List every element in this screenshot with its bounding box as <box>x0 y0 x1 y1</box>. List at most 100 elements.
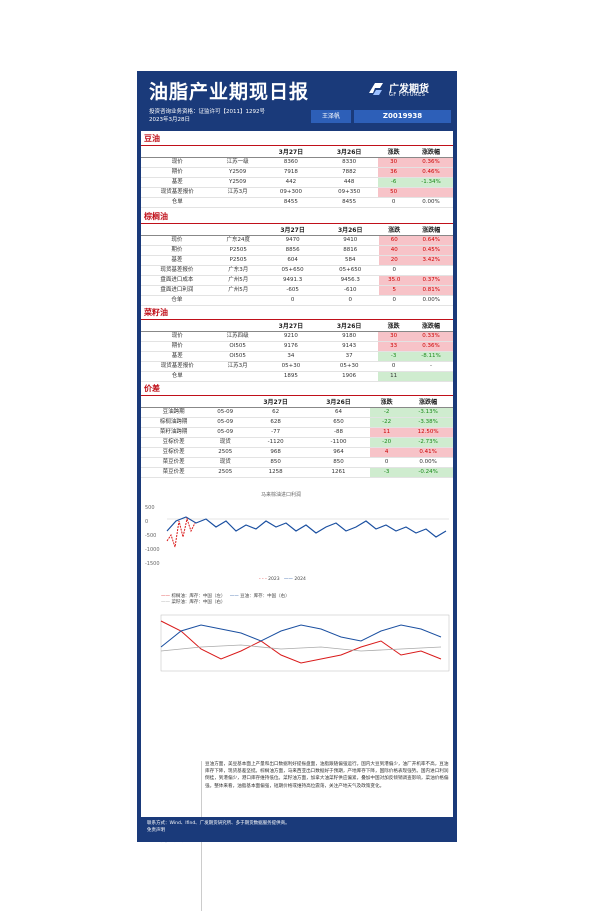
table-cell: 0 <box>369 457 404 468</box>
table-cell: 菜籽油跨期 <box>141 427 207 438</box>
table-cell: 30 <box>378 157 410 168</box>
section-title: 价差 <box>141 383 453 396</box>
y-tick: -1500 <box>145 561 160 567</box>
table-cell: 37 <box>320 351 379 362</box>
table-cell: -20 <box>369 437 404 448</box>
table-cell: 基差 <box>141 351 214 362</box>
table-cell: 期价 <box>141 167 214 178</box>
table-cell: 0.81% <box>409 285 453 296</box>
table-cell: 7918 <box>261 167 321 178</box>
table-cell: 650 <box>307 417 370 428</box>
table-cell: 0.36% <box>409 341 453 352</box>
analyst-id: Z0019938 <box>354 110 451 123</box>
table-row: 菜豆价差 现货 850 850 0 0.00% <box>141 457 453 468</box>
column-header: 3月27日 <box>244 396 308 408</box>
table-cell: 基差 <box>141 255 213 266</box>
table-row: 豆棕价差 2505 968 964 4 0.41% <box>141 447 453 458</box>
table-cell: 40 <box>379 245 410 256</box>
table-cell: 仓单 <box>141 197 214 208</box>
chart1-title: 马来棕油进口利润 <box>261 492 302 498</box>
table-cell: 7882 <box>320 167 379 178</box>
table-cell: 8455 <box>261 197 321 208</box>
table-cell: 0.37% <box>409 275 453 286</box>
table-cell: 20 <box>379 255 410 266</box>
column-header <box>141 224 213 236</box>
table-cell: P2505 <box>212 245 264 256</box>
table-cell: 0.64% <box>409 235 453 246</box>
table-cell: 2505 <box>206 467 245 478</box>
table-cell: 64 <box>307 407 370 418</box>
section-title: 棕榈油 <box>141 211 453 224</box>
outlook-text: 豆油方面，美豆基本面上产量和出口数据利好提振盘面，油脂跟随偏强运行。国内大豆到港… <box>205 762 449 789</box>
table-cell: 江苏3月 <box>213 361 262 372</box>
soy-table: 3月27日 3月26日 涨跌 涨跌幅 现价 江苏一级 8360 8330 30 0.36% 期价 Y2… <box>141 146 453 208</box>
column-header: 3月27日 <box>263 224 322 236</box>
legend-item: 2023 <box>268 577 280 582</box>
table-row: 现价 广东24度 9470 9410 60 0.64% <box>141 235 453 246</box>
table-cell: -2.73% <box>403 437 453 448</box>
table-cell <box>212 295 264 306</box>
table-cell: 棕榈油跨期 <box>141 417 207 428</box>
inventory-chart <box>160 614 450 672</box>
table-cell: OI505 <box>213 341 262 352</box>
table-cell: 广州5月 <box>212 275 264 286</box>
report-header: 油脂产业期现日报 广发期货 GF FUTURES 投资咨询业务资格：证监许可【2… <box>141 71 453 131</box>
table-cell: 0.46% <box>409 167 453 178</box>
column-header: 涨跌幅 <box>409 146 453 158</box>
table-cell: 34 <box>261 351 321 362</box>
column-header <box>212 224 264 236</box>
license-text: 投资咨询业务资格：证监许可【2011】1292号 <box>149 109 265 115</box>
table-cell <box>409 187 453 198</box>
table-cell: 9180 <box>320 331 379 342</box>
table-cell: 448 <box>320 177 379 188</box>
report-footer: 联系方式：Wind、Ifind、广发期货研究所、多于期货数据服务提供商。 免责声… <box>141 817 453 842</box>
table-cell: 33 <box>378 341 410 352</box>
table-cell: 0 <box>321 295 380 306</box>
y-tick: 500 <box>145 505 155 511</box>
table-cell: 仓单 <box>141 295 213 306</box>
table-cell: 8360 <box>261 157 321 168</box>
column-header <box>213 146 262 158</box>
table-cell: 0.45% <box>409 245 453 256</box>
column-header <box>141 320 214 332</box>
table-cell: -1120 <box>244 437 308 448</box>
report-title: 油脂产业期现日报 <box>149 81 310 103</box>
column-header: 3月26日 <box>320 320 379 332</box>
table-cell: 江苏3月 <box>213 187 262 198</box>
table-cell: 584 <box>321 255 380 266</box>
table-cell: 0 <box>263 295 322 306</box>
table-cell: 现价 <box>141 331 214 342</box>
column-header: 3月27日 <box>261 146 321 158</box>
table-cell: 05+650 <box>263 265 322 276</box>
table-cell: 850 <box>307 457 370 468</box>
table-cell: 现货基差报价 <box>141 361 214 372</box>
section-title: 豆油 <box>141 133 453 146</box>
chart2-legend: —— 棕榈油：库存：中国（左） —— 豆油：库存：中国（右） —— 菜籽油：库存… <box>161 594 290 605</box>
table-cell: 11 <box>369 427 404 438</box>
table-cell: 36 <box>378 167 410 178</box>
table-cell: 0 <box>378 361 410 372</box>
legend-item: 棕榈油：库存：中国（左） <box>171 594 226 599</box>
logo-mark-icon <box>369 83 383 95</box>
table-cell: 0 <box>379 295 410 306</box>
table-cell: 8455 <box>320 197 379 208</box>
table-cell: 968 <box>244 447 308 458</box>
table-cell: 1906 <box>320 371 379 382</box>
table-row: 盘面进口利润 广州5月 -605 -610 5 0.81% <box>141 285 453 296</box>
table-cell: 3.42% <box>409 255 453 266</box>
table-cell: 期价 <box>141 245 213 256</box>
table-cell: 09+350 <box>320 187 379 198</box>
table-cell: -88 <box>307 427 370 438</box>
table-cell: - <box>409 361 453 372</box>
table-cell: -2 <box>369 407 404 418</box>
table-cell: 现货 <box>206 437 245 448</box>
table-cell: 9456.3 <box>321 275 380 286</box>
column-header: 3月26日 <box>320 146 379 158</box>
table-cell: 豆棕价差 <box>141 437 207 448</box>
table-cell: OI505 <box>213 351 262 362</box>
table-cell: 1258 <box>244 467 308 478</box>
table-cell <box>213 371 262 382</box>
table-cell: 广东3月 <box>212 265 264 276</box>
table-cell: 9470 <box>263 235 322 246</box>
table-row: 基差 OI505 34 37 -3 -8.11% <box>141 351 453 362</box>
